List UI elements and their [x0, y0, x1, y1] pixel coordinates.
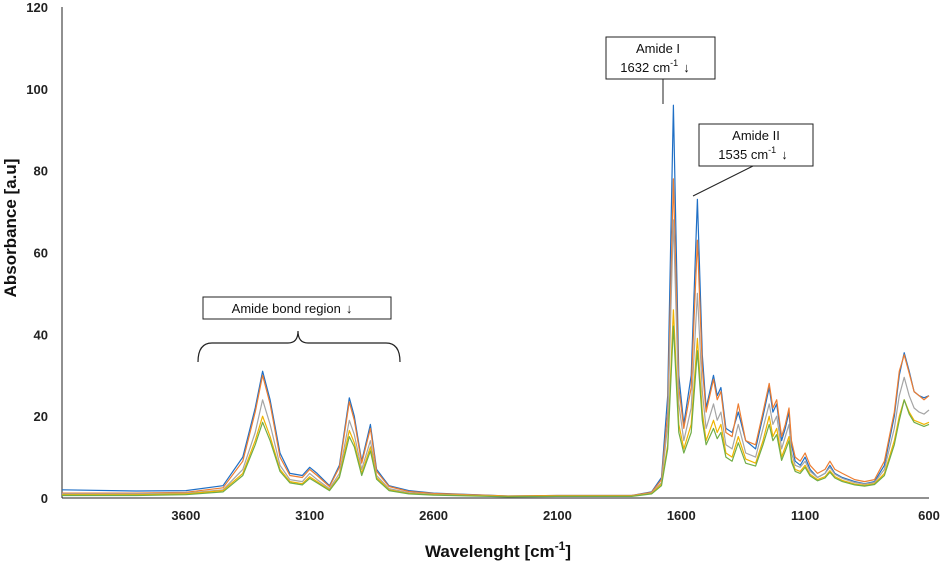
- x-axis-title-suffix: ]: [565, 542, 571, 561]
- amide-i-value: 1632 cm-1 ↓: [620, 58, 689, 75]
- series-line-4: [62, 309, 930, 497]
- y-tick-label: 20: [34, 409, 48, 424]
- y-tick-label: 60: [34, 246, 48, 261]
- amide-ii-leader: [692, 165, 754, 197]
- amide-bond-label: Amide bond region ↓: [232, 301, 353, 316]
- x-axis-ticks: 3600 3100 2600 2100 1600 1100 600: [171, 508, 939, 523]
- amide-ii-title: Amide II: [732, 128, 780, 143]
- series-line-3: [62, 219, 930, 497]
- series-line-2: [62, 178, 930, 497]
- amide-ii-arrow: ↓: [781, 147, 788, 162]
- amide-i-value-text: 1632 cm: [620, 60, 670, 75]
- amide-i-box: [605, 36, 716, 80]
- x-axis-title-sup: -1: [555, 539, 566, 553]
- x-tick-label: 3600: [171, 508, 200, 523]
- series-line-5: [62, 325, 930, 498]
- y-tick-label: 40: [34, 327, 48, 342]
- amide-bond-text: Amide bond region: [232, 301, 341, 316]
- y-tick-label: 0: [41, 491, 48, 506]
- amide-ii-annotation: Amide II 1535 cm-1 ↓: [692, 123, 814, 197]
- y-tick-label: 100: [26, 82, 48, 97]
- x-tick-label: 2600: [419, 508, 448, 523]
- amide-i-value-sup: -1: [670, 58, 678, 68]
- y-axis-ticks: 0 20 40 60 80 100 120: [26, 0, 48, 506]
- amide-i-arrow: ↓: [683, 60, 690, 75]
- y-axis-title: Absorbance [a.u]: [1, 159, 20, 298]
- amide-ii-box: [698, 123, 814, 167]
- spectrum-series: [61, 104, 930, 498]
- amide-bond-arrow: ↓: [346, 301, 353, 316]
- y-tick-label: 80: [34, 164, 48, 179]
- series-line-1: [61, 104, 930, 497]
- x-tick-label: 3100: [295, 508, 324, 523]
- amide-ii-value-text: 1535 cm: [718, 147, 768, 162]
- x-tick-label: 1100: [791, 508, 819, 523]
- x-tick-label: 1600: [667, 508, 696, 523]
- x-tick-label: 2100: [543, 508, 572, 523]
- x-axis-title-main: Wavelenght [cm: [425, 542, 555, 561]
- y-tick-label: 120: [26, 0, 48, 15]
- amide-ii-value-sup: -1: [768, 145, 776, 155]
- amide-bond-brace: [197, 330, 401, 363]
- x-axis-title: Wavelenght [cm-1]: [425, 539, 571, 561]
- x-tick-label: 600: [918, 508, 940, 523]
- amide-bond-annotation: Amide bond region ↓: [197, 296, 401, 363]
- amide-bond-box: [202, 296, 392, 320]
- amide-ii-value: 1535 cm-1 ↓: [718, 145, 787, 162]
- amide-i-title: Amide I: [636, 41, 680, 56]
- amide-i-annotation: Amide I 1632 cm-1 ↓: [605, 36, 716, 104]
